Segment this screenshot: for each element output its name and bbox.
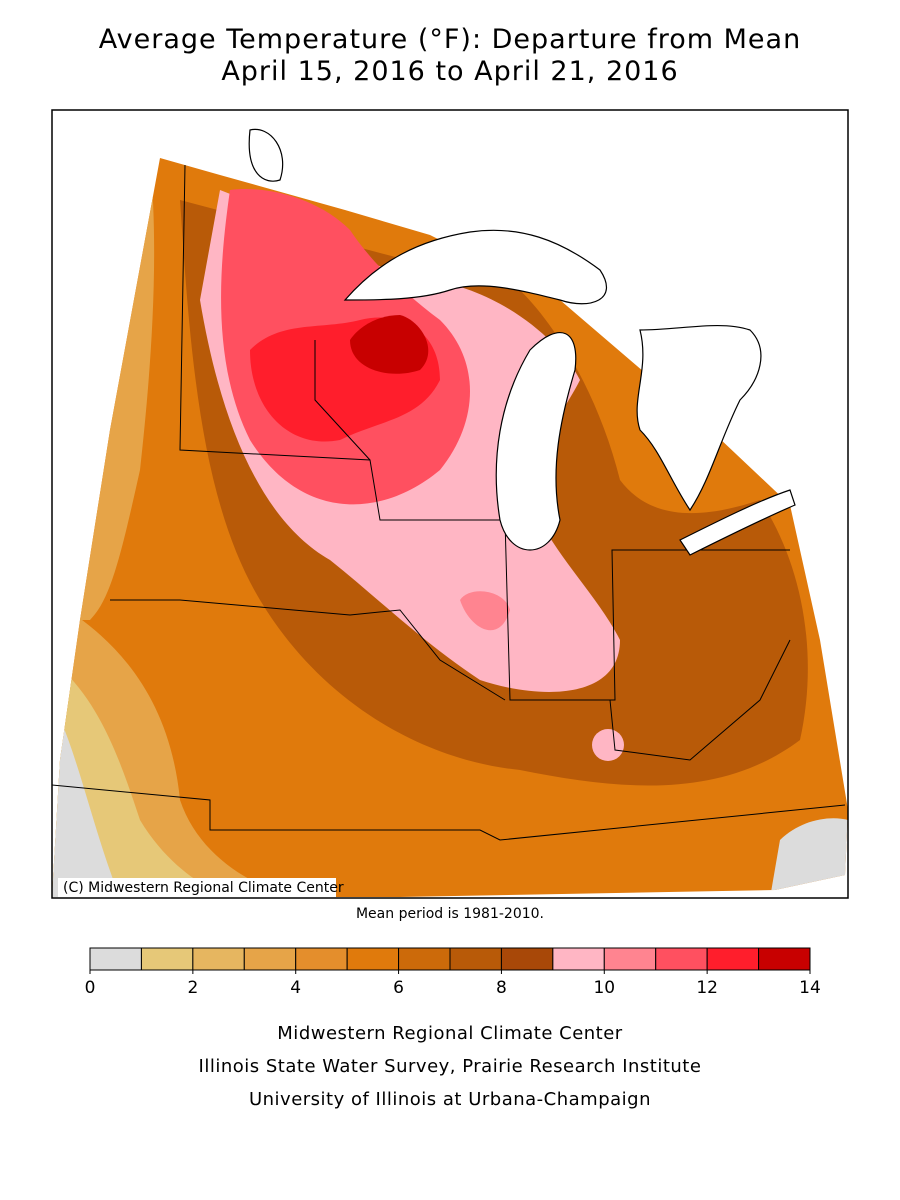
legend-swatch [500, 947, 554, 971]
color-legend: 0 2 4 6 8 10 12 14 [85, 947, 821, 998]
legend-tick-label: 12 [696, 978, 718, 998]
legend-swatch [758, 947, 811, 971]
credit-box [58, 878, 336, 897]
legend-swatch [89, 947, 142, 971]
map-credit: (C) Midwestern Regional Climate Center [63, 880, 344, 896]
legend-swatch [552, 947, 605, 971]
legend-swatch [140, 947, 194, 971]
legend-swatch [192, 947, 245, 971]
title: Average Temperature (°F): Departure from… [99, 24, 801, 55]
legend-tick-label: 4 [290, 978, 301, 998]
legend-swatch [346, 947, 400, 971]
footer-line: Midwestern Regional Climate Center [277, 1023, 623, 1044]
footer-line: Illinois State Water Survey, Prairie Res… [199, 1056, 702, 1077]
legend-swatch [295, 947, 348, 971]
mean-note: Mean period is 1981-2010. [356, 906, 544, 922]
map-frame [51, 109, 849, 899]
subtitle: April 15, 2016 to April 21, 2016 [221, 56, 678, 87]
legend-swatch [603, 947, 657, 971]
legend-tick-label: 14 [799, 978, 821, 998]
legend-tick-label: 6 [393, 978, 404, 998]
footer-line: University of Illinois at Urbana-Champai… [249, 1089, 651, 1110]
legend-tick-label: 0 [85, 978, 96, 998]
legend-swatch [243, 947, 297, 971]
legend-tick-label: 10 [593, 978, 615, 998]
legend-tick-label: 8 [496, 978, 507, 998]
legend-swatch [449, 947, 502, 971]
map: (C) Midwestern Regional Climate Center [51, 109, 849, 899]
legend-swatch [398, 947, 451, 971]
legend-tick-label: 2 [187, 978, 198, 998]
legend-swatch [655, 947, 708, 971]
lakes [248, 128, 796, 556]
legend-swatch [706, 947, 760, 971]
